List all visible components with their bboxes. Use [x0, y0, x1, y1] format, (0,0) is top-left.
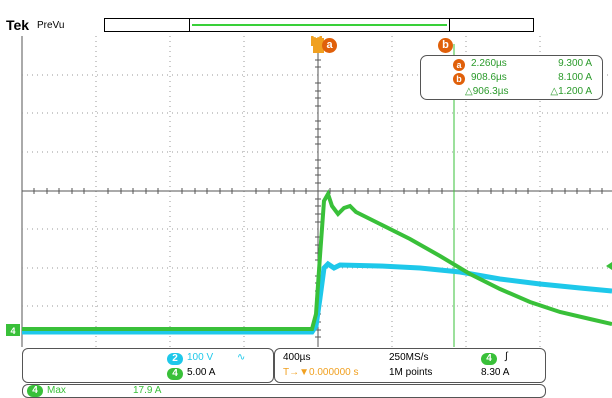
cursor-b-marker[interactable]: b [438, 38, 453, 53]
timebase-trigger-panel[interactable]: 400µs T→▼0.000000 s 250MS/s 1M points 4 … [274, 348, 546, 383]
record-length: 1M points [389, 367, 433, 378]
ch2-coupling-icon: ∿ [237, 352, 246, 363]
channel-settings-panel[interactable]: 2 100 V ∿ 4 5.00 A [22, 348, 274, 383]
ch4-ground-marker[interactable]: 4 [6, 324, 20, 336]
cursor-b-badge: b [453, 73, 465, 85]
ch4-waveform [22, 189, 612, 331]
brand-logo: Tek [6, 17, 30, 33]
cursor-b-time: 908.6µs [471, 72, 507, 83]
top-bar: Tek PreVu [0, 0, 612, 36]
sample-rate: 250MS/s [389, 352, 429, 363]
svg-text:4: 4 [10, 326, 15, 336]
record-view-window[interactable] [189, 18, 450, 32]
horizontal-position: T→▼0.000000 s [283, 367, 359, 378]
cursor-a-time: 2.260µs [471, 58, 507, 69]
cursor-delta-time: △906.3µs [465, 86, 509, 97]
ch4-scale: 5.00 A [187, 367, 216, 378]
trigger-source-badge: 4 [481, 353, 497, 365]
acquisition-mode-label: PreVu [37, 20, 65, 31]
trigger-level-marker[interactable] [606, 262, 612, 270]
trigger-level: 8.30 A [481, 367, 510, 378]
cursor-delta-value: △1.200 A [550, 86, 592, 97]
cursor-b-value: 8.100 A [558, 72, 592, 83]
horizontal-scale: 400µs [283, 352, 311, 363]
record-view-indicator [192, 24, 447, 26]
ch2-badge: 2 [167, 353, 183, 365]
cursor-a-value: 9.300 A [558, 58, 592, 69]
cursor-a-marker[interactable]: a [322, 38, 337, 53]
ch2-scale: 100 V [187, 352, 214, 363]
ch4-badge: 4 [167, 368, 183, 380]
measurement-panel[interactable]: 4 Max 17.9 A [22, 384, 546, 398]
trigger-t-icon [313, 38, 324, 53]
cursor-a-badge: a [453, 59, 465, 71]
cursor-readout-panel: a 2.260µs 9.300 A b 908.6µs 8.100 A △906… [420, 55, 603, 100]
status-bar: 2 100 V ∿ 4 5.00 A 400µs T→▼0.000000 s 2… [0, 348, 612, 398]
measurement-source-badge: 4 [27, 385, 43, 397]
waveform-display[interactable]: T 4 [0, 36, 612, 348]
measurement-name: Max [47, 385, 66, 396]
trigger-slope-icon: ∫ [505, 351, 508, 362]
measurement-value: 17.9 A [133, 385, 162, 396]
